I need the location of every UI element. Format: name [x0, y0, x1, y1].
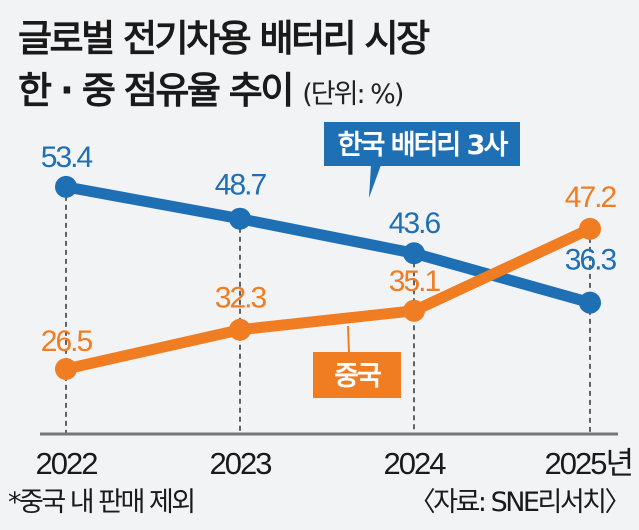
data-label: 47.2 [565, 181, 617, 214]
value-labels: 53.4 48.7 43.6 36.3 26.5 32.3 35.1 47.2 [41, 141, 619, 358]
data-point [403, 242, 425, 265]
data-points [55, 175, 601, 380]
x-tick-label: 2023 [210, 446, 272, 481]
series-line-0 [65, 181, 592, 308]
series-lines [64, 181, 593, 375]
legend-callout-china: 중국 [313, 325, 401, 398]
legend-callout-korea: 한국 배터리 3사 [324, 122, 520, 198]
callout-china-tail [347, 325, 350, 354]
data-point [579, 217, 601, 240]
title-line2-text: 한 · 중 점유율 추이 [18, 69, 294, 112]
data-label: 48.7 [215, 169, 267, 202]
data-label: 53.4 [41, 141, 93, 174]
data-label: 32.3 [215, 282, 267, 315]
source-note: 〈자료: SNE리서치〉 [408, 487, 632, 518]
data-label: 35.1 [389, 265, 441, 298]
x-tick-label: 2022 [36, 446, 98, 481]
chart-title-line1: 글로벌 전기차용 배터리 시장 [18, 14, 430, 64]
callout-china-label: 중국 [334, 361, 381, 392]
callout-korea-box [324, 122, 520, 166]
chart-title-line2: 한 · 중 점유율 추이 (단위: %) [18, 66, 404, 120]
data-point [229, 207, 251, 230]
unit-note: (단위: %) [302, 79, 404, 110]
callout-china-box [313, 352, 401, 398]
data-point [55, 358, 77, 380]
data-point [403, 299, 425, 322]
data-point [229, 318, 251, 341]
data-point [579, 291, 601, 314]
x-tick-label: 2025년 [545, 446, 632, 481]
data-point [55, 175, 77, 198]
series-line-1 [64, 223, 593, 375]
x-tick-labels: 2022 2023 2024 2025년 [36, 446, 634, 481]
x-tick-label: 2024 [384, 446, 447, 481]
data-label: 36.3 [565, 244, 617, 277]
title-line1-text: 글로벌 전기차용 배터리 시장 [18, 17, 430, 60]
callout-korea-label: 한국 배터리 3사 [338, 130, 509, 161]
footnote: *중국 내 판매 제외 [8, 487, 196, 518]
data-label: 43.6 [389, 207, 441, 240]
data-label: 26.5 [41, 325, 93, 358]
grid-lines [65, 186, 591, 434]
callout-korea-tail [369, 165, 381, 198]
